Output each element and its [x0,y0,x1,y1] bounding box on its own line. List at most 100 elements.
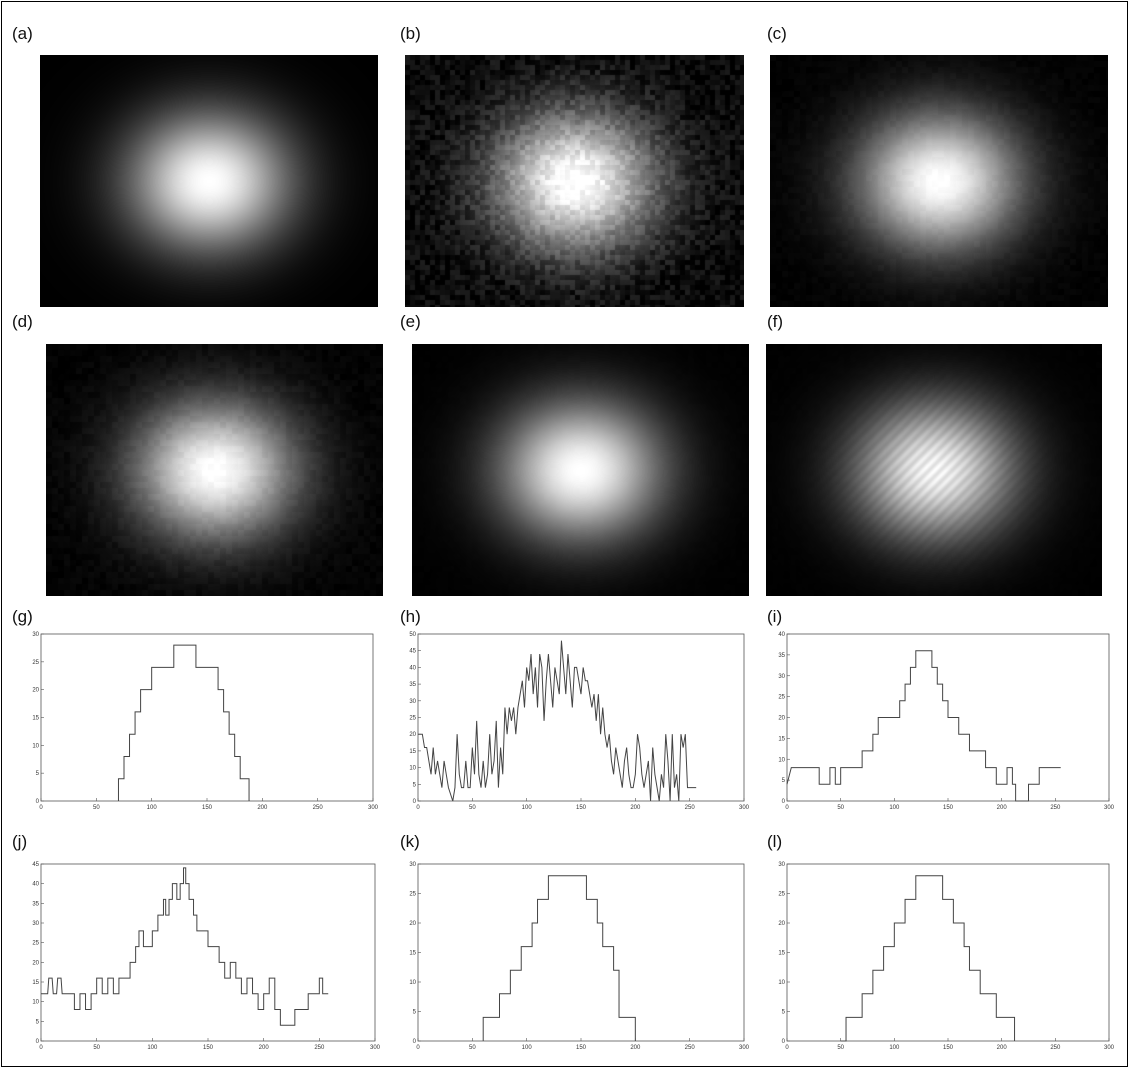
x-tick-label: 150 [943,805,954,811]
y-tick-label: 15 [32,980,39,986]
x-tick-label: 300 [1104,1045,1115,1051]
panel-label-l: (l) [767,832,783,851]
y-tick-label: 20 [778,716,785,722]
y-tick-label: 30 [778,674,785,680]
y-tick-label: 5 [782,778,786,784]
x-tick-label: 100 [147,805,158,811]
y-tick-label: 0 [36,1039,40,1045]
y-tick-label: 5 [413,782,417,788]
x-tick-label: 250 [1050,1045,1061,1051]
y-tick-label: 45 [409,649,416,655]
spot-image-a [40,55,378,307]
panel-label-f: (f) [767,312,784,331]
y-tick-label: 30 [409,699,416,705]
panel-label-d: (d) [12,312,33,331]
x-tick-label: 50 [93,805,100,811]
image-panel-d [46,344,383,596]
y-tick-label: 10 [409,766,416,772]
y-tick-label: 10 [32,743,39,749]
x-tick-label: 0 [39,805,43,811]
profile-line [840,875,1016,1042]
x-tick-label: 50 [469,1045,476,1051]
y-tick-label: 25 [778,695,785,701]
y-tick-label: 50 [409,632,416,638]
profile-chart-g: 0 50 100 150 200 250 300 0 5 10 15 20 25 30 [32,632,379,811]
y-tick-label: 10 [32,1000,39,1006]
x-tick-label: 50 [837,1045,844,1051]
x-tick-label: 0 [785,1045,789,1051]
image-panel-c [770,55,1108,307]
spot-image-f [766,344,1102,596]
spot-image-d [46,344,383,596]
spot-image-e [412,344,749,596]
y-tick-label: 30 [32,632,39,638]
y-tick-label: 25 [409,892,416,898]
y-tick-label: 5 [36,771,40,777]
x-tick-label: 300 [368,805,379,811]
profile-chart-k: 0 50 100 150 200 250 300 0 5 10 15 20 25 30 [409,862,750,1051]
y-tick-label: 15 [32,716,39,722]
x-tick-label: 150 [943,1045,954,1051]
x-tick-label: 150 [576,805,587,811]
x-tick-label: 200 [630,805,641,811]
profile-line [418,640,697,802]
x-tick-label: 50 [93,1045,100,1051]
profile-chart-i: 0 50 100 150 200 250 300 0 5 10 15 20 25 30 35 40 [778,632,1115,811]
panel-label-c: (c) [767,24,787,43]
y-tick-label: 15 [778,951,785,957]
y-tick-label: 10 [409,980,416,986]
x-tick-label: 300 [739,805,750,811]
y-tick-label: 5 [36,1019,40,1025]
panel-label-k: (k) [400,832,420,851]
x-tick-label: 150 [203,1045,214,1051]
y-tick-label: 0 [782,1039,786,1045]
x-tick-label: 100 [889,1045,900,1051]
y-tick-label: 40 [32,882,39,888]
y-tick-label: 5 [413,1010,417,1016]
x-tick-label: 50 [469,805,476,811]
x-tick-label: 300 [370,1045,381,1051]
y-tick-label: 0 [413,1039,417,1045]
y-tick-label: 25 [409,716,416,722]
x-tick-label: 200 [257,805,268,811]
profile-line [117,644,250,801]
chart-panel-l: 0 50 100 150 200 250 300 0 5 10 15 20 25 30 [773,860,1115,1055]
chart-panel-k: 0 50 100 150 200 250 300 0 5 10 15 20 25 30 [404,860,750,1055]
profile-line [786,650,1061,802]
x-tick-label: 300 [1104,805,1115,811]
y-tick-label: 10 [778,757,785,763]
x-tick-label: 250 [1050,805,1061,811]
y-tick-label: 15 [409,951,416,957]
y-tick-label: 15 [778,736,785,742]
image-panel-e [412,344,749,596]
x-tick-label: 300 [739,1045,750,1051]
panel-label-g: (g) [12,607,33,626]
panel-label-b: (b) [400,24,421,43]
x-tick-label: 100 [522,1045,533,1051]
y-tick-label: 0 [36,799,40,805]
x-tick-label: 150 [202,805,213,811]
x-tick-label: 50 [837,805,844,811]
profile-chart-h: 0 50 100 150 200 250 300 0 5 10 15 20 25 30 35 40 45 50 [409,632,750,811]
panel-label-h: (h) [400,607,421,626]
x-tick-label: 250 [685,1045,696,1051]
plot-area [40,863,376,1042]
x-tick-label: 250 [685,805,696,811]
x-tick-label: 100 [147,1045,158,1051]
y-tick-label: 20 [778,921,785,927]
y-tick-label: 35 [32,901,39,907]
chart-panel-g: 0 50 100 150 200 250 300 0 5 10 15 20 25 30 [27,630,379,815]
x-tick-label: 0 [416,1045,420,1051]
x-tick-label: 250 [314,1045,325,1051]
y-tick-label: 10 [778,980,785,986]
y-tick-label: 20 [409,732,416,738]
image-panel-f [766,344,1102,596]
plot-area [417,633,745,802]
y-tick-label: 20 [32,688,39,694]
y-tick-label: 5 [782,1010,786,1016]
y-tick-label: 25 [778,892,785,898]
y-tick-label: 25 [32,941,39,947]
plot-area [786,863,1110,1042]
y-tick-label: 0 [782,799,786,805]
